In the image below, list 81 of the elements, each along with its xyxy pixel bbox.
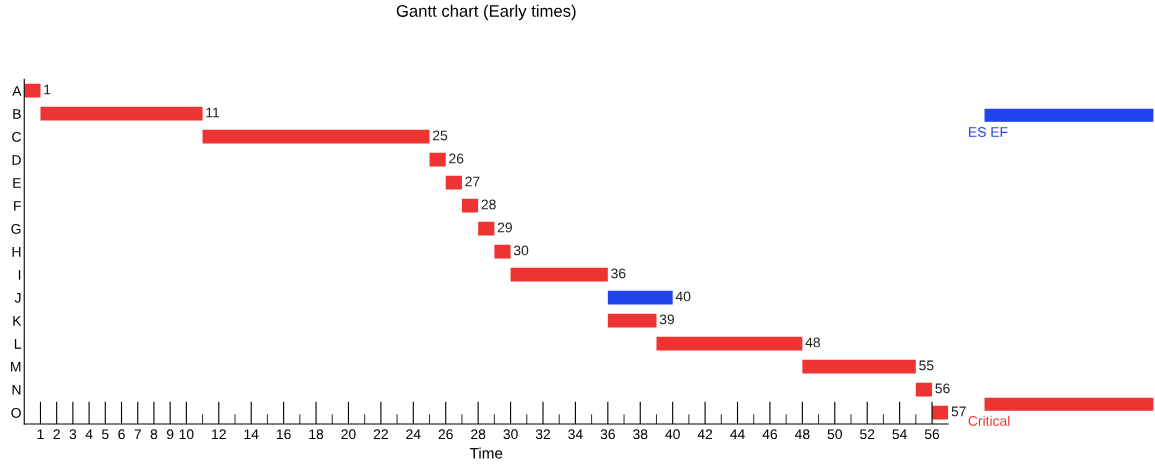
- bar: [510, 267, 608, 282]
- x-tick-label: 46: [762, 429, 778, 440]
- text: ES EF: [969, 127, 1008, 137]
- y-tick-label: C: [12, 132, 21, 142]
- x-tick-label: 6: [118, 429, 125, 440]
- x-tick-label: 34: [568, 429, 583, 440]
- x-tick-label: 10: [179, 429, 194, 440]
- x-tick-label: 18: [309, 429, 324, 440]
- x-tick-label: 30: [503, 429, 518, 440]
- bar: [40, 106, 203, 121]
- y-tick-label: E: [13, 178, 21, 188]
- x-tick-label: 52: [860, 429, 875, 440]
- data-label: 39: [659, 314, 675, 325]
- y-tick-label: A: [12, 86, 22, 96]
- x-tick-label: 26: [438, 429, 453, 440]
- x-tick-label: 3: [69, 429, 77, 440]
- x-tick-label: 24: [406, 429, 421, 439]
- data-label: 56: [935, 383, 950, 394]
- y-tick-label: G: [11, 223, 21, 234]
- x-tick-label: 44: [730, 429, 745, 439]
- data-label: 57: [951, 406, 966, 417]
- y-tick-label: I: [18, 270, 21, 280]
- data-label: 1: [44, 84, 51, 95]
- bar: [607, 313, 657, 328]
- bar: [494, 244, 511, 259]
- x-tick-label: 20: [341, 429, 356, 440]
- x-tick-label: 7: [134, 429, 141, 439]
- data-label: 30: [513, 245, 529, 256]
- bar: [802, 359, 916, 374]
- y-tick-label: D: [12, 155, 21, 165]
- bar: [461, 198, 479, 213]
- y-tick-label: O: [11, 407, 21, 418]
- x-tick-label: 54: [892, 429, 907, 440]
- y-tick-label: H: [12, 247, 21, 257]
- x-tick-label: 40: [665, 429, 680, 440]
- y-tick-label: K: [13, 316, 22, 326]
- x-tick-label: 32: [535, 429, 551, 440]
- x-tick-label: 9: [166, 429, 174, 440]
- data-label: 25: [432, 130, 448, 141]
- bar: [445, 175, 462, 190]
- x-tick-label: 36: [600, 429, 615, 440]
- x-tick-label: 22: [373, 429, 388, 439]
- y-tick-label: B: [13, 109, 21, 119]
- data-label: 48: [805, 337, 820, 348]
- x-tick-label: 12: [212, 429, 226, 439]
- x-tick-label: 1: [37, 429, 44, 439]
- bar: [202, 129, 430, 144]
- y-tick-label: N: [12, 385, 21, 395]
- x-tick-label: 8: [150, 429, 158, 440]
- bar: [429, 152, 446, 167]
- data-label: 36: [611, 268, 626, 279]
- y-tick-label: M: [11, 362, 21, 372]
- data-label: 29: [497, 222, 512, 233]
- x-tick-label: 50: [827, 429, 842, 440]
- x-tick-label: 5: [102, 429, 109, 440]
- data-label: 11: [206, 107, 220, 118]
- x-axis-title: Time: [469, 447, 503, 459]
- bar: [656, 336, 803, 351]
- x-tick-label: 28: [471, 429, 486, 440]
- x-tick-label: 2: [53, 429, 60, 439]
- x-tick-label: 42: [697, 429, 713, 439]
- x-tick-label: 38: [633, 429, 648, 440]
- y-tick-label: F: [14, 201, 21, 211]
- bar: [478, 221, 495, 236]
- bar: [24, 83, 41, 98]
- chart-title: Gantt chart (Early times): [396, 4, 576, 21]
- y-tick-label: J: [14, 293, 21, 303]
- x-tick-label: 56: [924, 429, 940, 440]
- series-label: Critical: [968, 415, 1010, 426]
- x-tick-label: 16: [276, 429, 291, 440]
- bar: [607, 290, 673, 305]
- data-label: 55: [919, 360, 934, 371]
- x-tick-label: 14: [244, 429, 259, 439]
- data-label: 27: [465, 176, 480, 187]
- x-tick-label: 4: [85, 429, 93, 439]
- data-label: 28: [481, 199, 496, 210]
- x-tick-label: 48: [794, 429, 810, 440]
- data-label: 40: [675, 291, 691, 302]
- bar: [915, 382, 933, 397]
- y-tick-label: L: [14, 339, 22, 349]
- data-label: 26: [449, 153, 464, 164]
